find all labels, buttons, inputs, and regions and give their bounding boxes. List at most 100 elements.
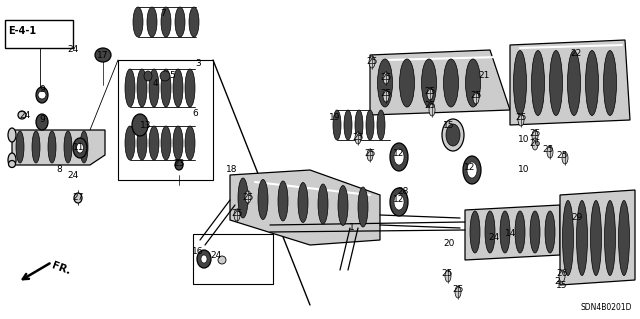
- Bar: [5, 20, 73, 48]
- Ellipse shape: [531, 50, 545, 115]
- Text: 5: 5: [169, 71, 175, 80]
- Ellipse shape: [48, 131, 56, 163]
- Text: 22: 22: [570, 49, 582, 58]
- Text: 25: 25: [424, 101, 436, 110]
- Ellipse shape: [318, 184, 328, 224]
- Text: 20: 20: [444, 240, 454, 249]
- Ellipse shape: [586, 50, 598, 115]
- Text: 11: 11: [73, 144, 84, 152]
- Ellipse shape: [144, 71, 152, 81]
- Ellipse shape: [442, 119, 464, 151]
- Ellipse shape: [36, 87, 48, 103]
- Text: 25: 25: [529, 130, 541, 138]
- Ellipse shape: [161, 7, 171, 37]
- Text: 26: 26: [556, 270, 568, 278]
- Text: 17: 17: [97, 50, 109, 60]
- Ellipse shape: [36, 114, 48, 130]
- Ellipse shape: [133, 7, 143, 37]
- Ellipse shape: [64, 131, 72, 163]
- Text: 18: 18: [227, 166, 237, 174]
- Text: 13: 13: [140, 121, 152, 130]
- Polygon shape: [465, 205, 560, 260]
- Ellipse shape: [175, 7, 185, 37]
- Ellipse shape: [298, 182, 308, 222]
- Ellipse shape: [16, 131, 24, 163]
- Ellipse shape: [500, 211, 510, 253]
- Text: 12: 12: [394, 196, 404, 204]
- Ellipse shape: [344, 110, 352, 140]
- Text: 25: 25: [380, 90, 392, 99]
- Ellipse shape: [95, 48, 111, 62]
- Polygon shape: [370, 50, 510, 115]
- Text: 7: 7: [160, 9, 166, 18]
- Ellipse shape: [485, 211, 495, 253]
- Ellipse shape: [470, 211, 480, 253]
- Ellipse shape: [218, 256, 226, 264]
- Ellipse shape: [73, 138, 87, 158]
- Text: 1: 1: [349, 224, 355, 233]
- Ellipse shape: [467, 162, 477, 178]
- Ellipse shape: [429, 104, 435, 116]
- Text: 25: 25: [424, 87, 436, 97]
- Ellipse shape: [132, 114, 148, 136]
- Ellipse shape: [367, 149, 373, 161]
- Polygon shape: [230, 170, 380, 245]
- Text: 2: 2: [554, 277, 560, 286]
- Text: SDN4B0201D: SDN4B0201D: [580, 303, 632, 312]
- Text: 8: 8: [56, 166, 62, 174]
- Ellipse shape: [445, 270, 451, 282]
- Ellipse shape: [149, 126, 159, 160]
- Ellipse shape: [532, 138, 538, 150]
- Ellipse shape: [278, 181, 288, 221]
- Ellipse shape: [80, 131, 88, 163]
- Ellipse shape: [399, 59, 415, 107]
- Ellipse shape: [175, 160, 183, 170]
- Ellipse shape: [559, 270, 565, 282]
- Text: 25: 25: [231, 209, 243, 218]
- Text: 14: 14: [506, 228, 516, 238]
- Ellipse shape: [383, 90, 389, 102]
- Polygon shape: [510, 40, 630, 125]
- Ellipse shape: [568, 50, 580, 115]
- Ellipse shape: [8, 153, 16, 167]
- Text: 15: 15: [444, 121, 455, 130]
- Ellipse shape: [125, 126, 135, 160]
- Ellipse shape: [390, 188, 408, 216]
- Text: 19: 19: [329, 114, 340, 122]
- Text: 24: 24: [211, 250, 221, 259]
- Text: 12: 12: [464, 164, 476, 173]
- Ellipse shape: [338, 186, 348, 226]
- Ellipse shape: [201, 255, 207, 263]
- Ellipse shape: [394, 149, 404, 165]
- Text: 25: 25: [556, 152, 568, 160]
- Ellipse shape: [125, 69, 135, 107]
- Ellipse shape: [378, 59, 392, 107]
- Ellipse shape: [234, 209, 240, 221]
- Text: 9: 9: [39, 85, 45, 94]
- Text: 23: 23: [173, 159, 185, 167]
- Bar: [118, 60, 213, 180]
- Text: 29: 29: [572, 212, 582, 221]
- Text: 27: 27: [72, 192, 84, 202]
- Text: 25: 25: [364, 150, 376, 159]
- Ellipse shape: [446, 124, 460, 146]
- Ellipse shape: [18, 111, 26, 119]
- Ellipse shape: [137, 69, 147, 107]
- Ellipse shape: [161, 69, 171, 107]
- Ellipse shape: [369, 56, 375, 68]
- Ellipse shape: [137, 126, 147, 160]
- Ellipse shape: [173, 69, 183, 107]
- Text: 28: 28: [397, 188, 409, 197]
- Ellipse shape: [394, 194, 404, 210]
- Text: 3: 3: [195, 58, 201, 68]
- Ellipse shape: [77, 143, 83, 153]
- Ellipse shape: [545, 211, 555, 253]
- Ellipse shape: [463, 156, 481, 184]
- Ellipse shape: [513, 50, 527, 115]
- Ellipse shape: [333, 110, 341, 140]
- Ellipse shape: [530, 211, 540, 253]
- Ellipse shape: [550, 50, 563, 115]
- Ellipse shape: [238, 178, 248, 218]
- Ellipse shape: [185, 69, 195, 107]
- Ellipse shape: [618, 201, 630, 276]
